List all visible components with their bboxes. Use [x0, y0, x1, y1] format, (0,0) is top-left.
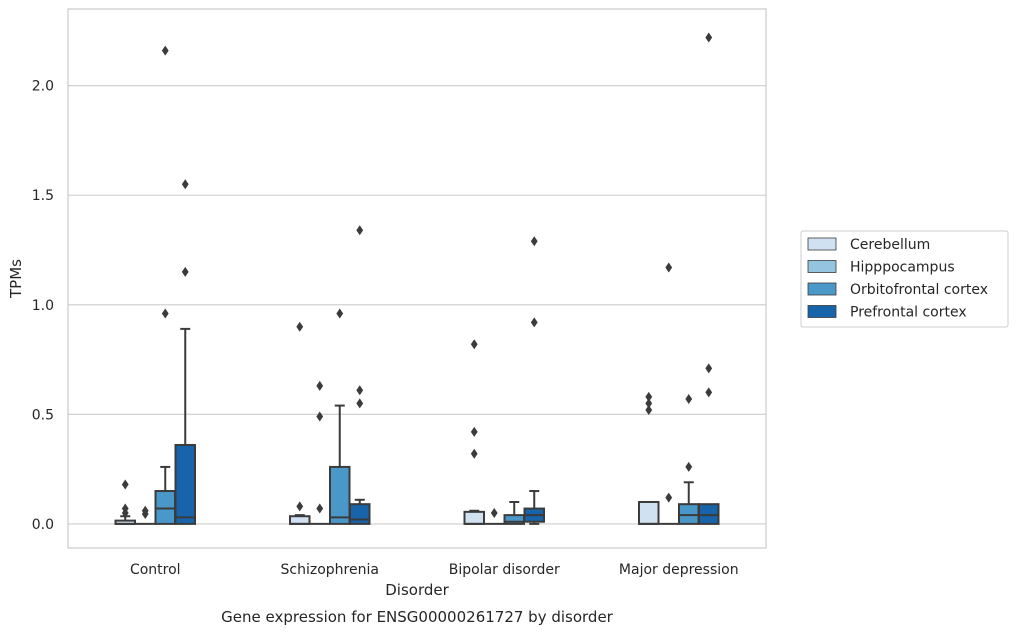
outlier-point [470, 339, 478, 350]
box-group [114, 479, 136, 525]
legend-item: Orbitofrontal cortex [807, 282, 988, 298]
y-tick-label: 2.0 [32, 79, 54, 95]
box-group [503, 500, 525, 525]
outlier-point [161, 45, 169, 56]
legend-swatch [807, 260, 837, 273]
box-group [678, 394, 700, 525]
legend-swatch [807, 237, 837, 251]
y-tick-label: 0.5 [32, 407, 54, 423]
box-group [310, 380, 330, 525]
outlier-point [645, 398, 653, 409]
outlier-point [316, 380, 324, 391]
outlier-point [356, 385, 364, 396]
outlier-point [181, 266, 189, 277]
legend-label: Orbitofrontal cortex [850, 282, 988, 298]
x-tick-label: Bipolar disorder [449, 562, 560, 578]
outlier-point [356, 225, 364, 236]
y-tick-label: 1.0 [32, 298, 54, 314]
box [349, 503, 371, 525]
box-group [638, 391, 660, 525]
plot-area-frame [67, 8, 767, 549]
outlier-point [530, 317, 538, 328]
outlier-point [665, 262, 673, 273]
legend: Cerebellum Hipppocampus Orbitofrontal cort… [800, 230, 1009, 328]
legend-item: Cerebellum [807, 237, 930, 253]
outlier-point [530, 236, 538, 247]
outlier-point [181, 179, 189, 190]
x-tick-label: Control [130, 562, 181, 578]
box [329, 465, 351, 525]
legend-frame [800, 230, 1009, 328]
x-tick-label: Major depression [619, 562, 739, 578]
outlier-point [470, 448, 478, 459]
box [678, 503, 700, 525]
box-group [698, 32, 720, 525]
box [698, 503, 720, 525]
legend-label: Hipppocampus [850, 260, 955, 276]
box [638, 500, 660, 525]
outlier-point [645, 391, 653, 402]
outlier-point [296, 501, 304, 512]
legend-label: Prefrontal cortex [850, 305, 967, 321]
box-group [154, 45, 176, 525]
outlier-point [316, 503, 324, 514]
outlier-point [685, 394, 693, 405]
outlier-point [470, 426, 478, 437]
box-group [289, 321, 311, 525]
outlier-point [316, 411, 324, 422]
box-group [463, 339, 485, 525]
outlier-point [296, 321, 304, 332]
x-axis-ticks: Control Schizophrenia Bipolar disorder Majo… [130, 562, 739, 578]
box [174, 444, 196, 525]
box-group [135, 505, 155, 525]
box-group [174, 179, 196, 525]
outlier-point [121, 479, 129, 490]
box-group [484, 507, 504, 525]
outlier-point [705, 363, 713, 374]
outlier-point [141, 505, 149, 516]
outlier-point [665, 492, 673, 503]
legend-item: Hipppocampus [807, 260, 955, 276]
outlier-point [705, 32, 713, 43]
outlier-point [161, 308, 169, 319]
x-axis-label: Disorder [385, 581, 449, 599]
y-axis-ticks: 0.0 0.5 1.0 1.5 2.0 [32, 79, 54, 533]
box [289, 515, 311, 525]
outlier-point [705, 387, 713, 398]
box-group [523, 236, 545, 525]
box [463, 510, 485, 525]
y-tick-label: 1.5 [32, 188, 54, 204]
box [154, 490, 176, 525]
legend-label: Cerebellum [850, 237, 930, 253]
legend-swatch [807, 305, 837, 318]
grid-lines [68, 85, 766, 525]
box-group [659, 262, 679, 525]
box-plots [114, 32, 720, 525]
outlier-point [336, 308, 344, 319]
outlier-point [121, 503, 129, 514]
x-tick-label: Schizophrenia [281, 562, 379, 578]
box-group [329, 308, 351, 525]
outlier-point [645, 404, 653, 415]
y-tick-label: 0.0 [32, 517, 54, 533]
outlier-point [685, 461, 693, 472]
legend-item: Prefrontal cortex [807, 305, 967, 321]
legend-swatch [807, 282, 837, 296]
box-group [349, 225, 371, 525]
chart-caption: Gene expression for ENSG00000261727 by d… [221, 608, 614, 626]
outlier-point [490, 507, 498, 518]
y-axis-label: TPMs [7, 259, 25, 299]
outlier-point [356, 398, 364, 409]
